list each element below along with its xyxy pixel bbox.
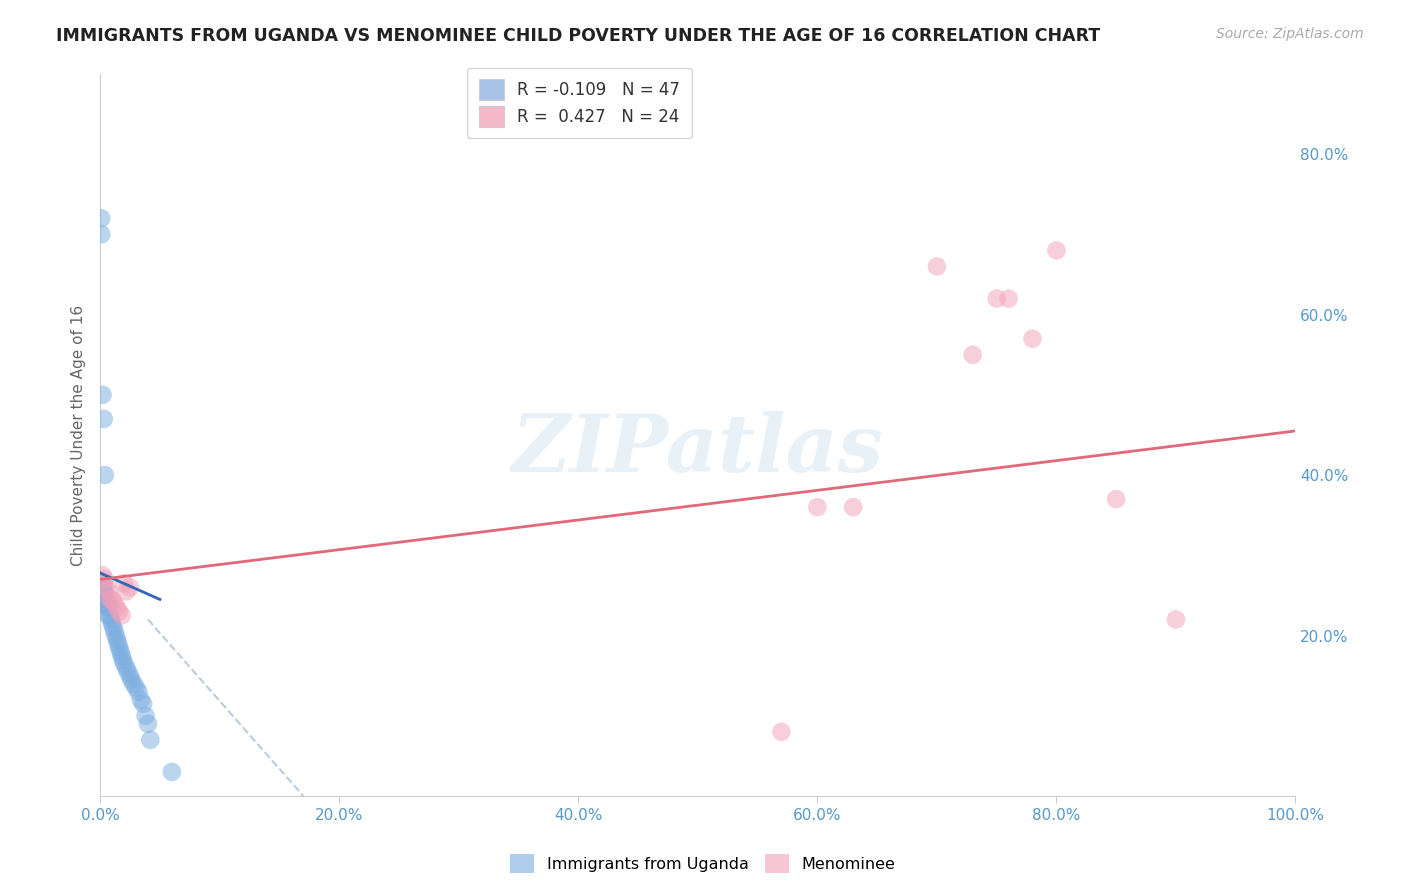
Point	[118, 668, 141, 682]
Point	[91, 388, 114, 402]
Point	[105, 600, 128, 615]
Point	[98, 608, 121, 623]
Text: IMMIGRANTS FROM UGANDA VS MENOMINEE CHILD POVERTY UNDER THE AGE OF 16 CORRELATIO: IMMIGRANTS FROM UGANDA VS MENOMINEE CHIL…	[56, 27, 1101, 45]
Point	[96, 596, 118, 610]
Point	[129, 692, 152, 706]
Point	[806, 500, 828, 515]
Point	[111, 652, 134, 666]
Legend: R = -0.109   N = 47, R =  0.427   N = 24: R = -0.109 N = 47, R = 0.427 N = 24	[467, 68, 692, 138]
Point	[103, 620, 125, 634]
Point	[136, 716, 159, 731]
Point	[94, 573, 117, 587]
Text: ZIPatlas: ZIPatlas	[512, 410, 884, 488]
Point	[93, 588, 115, 602]
Point	[127, 684, 149, 698]
Legend: Immigrants from Uganda, Menominee: Immigrants from Uganda, Menominee	[503, 847, 903, 880]
Point	[91, 568, 114, 582]
Point	[107, 636, 129, 650]
Point	[93, 584, 115, 599]
Point	[101, 592, 124, 607]
Point	[122, 676, 145, 690]
Point	[770, 724, 793, 739]
Point	[93, 581, 115, 595]
Point	[115, 584, 138, 599]
Point	[94, 596, 117, 610]
Point	[94, 592, 117, 607]
Point	[90, 227, 112, 242]
Point	[90, 576, 112, 591]
Point	[97, 600, 120, 615]
Point	[160, 764, 183, 779]
Point	[986, 292, 1008, 306]
Point	[94, 588, 117, 602]
Point	[94, 592, 117, 607]
Point	[925, 260, 948, 274]
Point	[108, 640, 131, 655]
Point	[97, 608, 120, 623]
Point	[1105, 492, 1128, 507]
Point	[100, 612, 122, 626]
Point	[108, 604, 131, 618]
Point	[98, 592, 121, 607]
Point	[1021, 332, 1043, 346]
Point	[90, 211, 112, 226]
Point	[97, 584, 120, 599]
Point	[105, 632, 128, 647]
Point	[90, 584, 112, 599]
Point	[93, 412, 115, 426]
Point	[103, 624, 125, 639]
Point	[112, 576, 135, 591]
Point	[997, 292, 1019, 306]
Point	[101, 616, 124, 631]
Point	[1045, 244, 1067, 258]
Point	[111, 608, 134, 623]
Point	[117, 665, 139, 679]
Point	[96, 600, 118, 615]
Point	[111, 648, 134, 663]
Point	[110, 644, 132, 658]
Point	[132, 697, 155, 711]
Point	[94, 581, 117, 595]
Point	[91, 581, 114, 595]
Point	[962, 348, 984, 362]
Point	[94, 468, 117, 483]
Point	[91, 576, 114, 591]
Point	[842, 500, 865, 515]
Point	[135, 708, 157, 723]
Text: Source: ZipAtlas.com: Source: ZipAtlas.com	[1216, 27, 1364, 41]
Point	[103, 596, 125, 610]
Point	[115, 660, 138, 674]
Point	[120, 673, 142, 687]
Point	[139, 732, 162, 747]
Point	[125, 681, 148, 695]
Y-axis label: Child Poverty Under the Age of 16: Child Poverty Under the Age of 16	[72, 304, 86, 566]
Point	[91, 584, 114, 599]
Point	[112, 657, 135, 671]
Point	[104, 628, 127, 642]
Point	[1164, 612, 1187, 626]
Point	[118, 581, 141, 595]
